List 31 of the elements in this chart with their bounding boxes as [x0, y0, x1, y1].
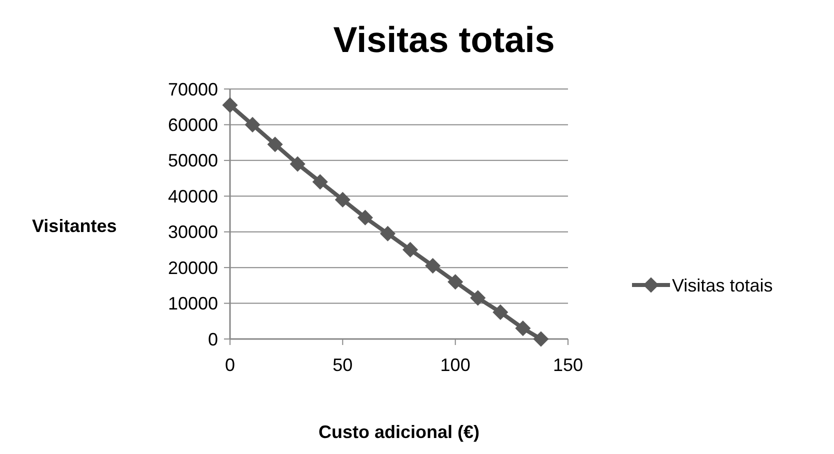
x-tick-label: 0	[224, 355, 236, 375]
chart-title: Visitas totais	[333, 19, 555, 60]
point	[267, 136, 283, 152]
point	[492, 304, 508, 320]
x-axis-title: Custo adicional (€)	[318, 422, 480, 442]
point	[290, 156, 306, 172]
y-tick-label: 0	[208, 329, 218, 350]
x-tick-label: 150	[552, 355, 584, 375]
y-tick-label: 60000	[168, 115, 218, 136]
y-tick-label: 50000	[168, 150, 218, 171]
x-tick-label: 100	[440, 355, 470, 375]
point	[448, 274, 464, 290]
point	[244, 116, 260, 132]
y-tick-label: 30000	[168, 222, 218, 242]
point	[402, 242, 418, 258]
point	[312, 174, 328, 190]
y-tick-label: 70000	[168, 79, 218, 100]
point	[470, 290, 486, 306]
point	[425, 258, 441, 274]
point	[357, 210, 373, 226]
point	[515, 320, 531, 336]
y-axis-title: Visitantes	[32, 216, 117, 236]
point	[533, 331, 549, 347]
y-tick-label: 20000	[168, 258, 218, 278]
point	[334, 192, 350, 208]
point	[380, 226, 396, 242]
legend-label: Visitas totais	[672, 275, 773, 296]
y-tick-label: 40000	[168, 186, 218, 206]
y-tick-label: 10000	[168, 294, 218, 314]
point	[222, 97, 238, 113]
x-tick-label: 50	[332, 355, 353, 375]
